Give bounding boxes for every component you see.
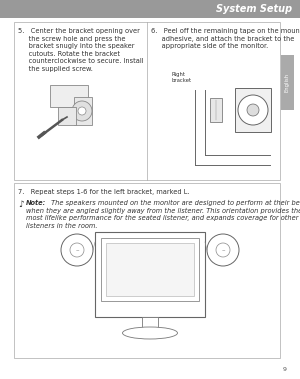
Text: 7.   Repeat steps 1-6 for the left bracket, marked L.: 7. Repeat steps 1-6 for the left bracket… <box>18 189 190 195</box>
Ellipse shape <box>122 327 178 339</box>
Circle shape <box>216 243 230 257</box>
Bar <box>74 97 92 125</box>
Text: bracket snugly into the speaker: bracket snugly into the speaker <box>18 43 134 49</box>
Text: ♪: ♪ <box>18 200 24 209</box>
Bar <box>14 22 280 180</box>
Text: cutouts. Rotate the bracket: cutouts. Rotate the bracket <box>18 50 120 56</box>
Circle shape <box>61 234 93 266</box>
Text: Right
bracket: Right bracket <box>172 72 192 83</box>
Circle shape <box>78 107 86 115</box>
Bar <box>50 85 88 107</box>
Text: –: – <box>221 247 225 253</box>
Text: –: – <box>75 247 79 253</box>
Text: System Setup: System Setup <box>216 4 292 14</box>
Circle shape <box>238 95 268 125</box>
Bar <box>101 238 199 301</box>
Circle shape <box>70 243 84 257</box>
Text: when they are angled slightly away from the listener. This orientation provides : when they are angled slightly away from … <box>26 207 300 214</box>
Bar <box>142 317 158 329</box>
Circle shape <box>72 101 92 121</box>
Bar <box>0 0 300 18</box>
Text: the screw hole and press the: the screw hole and press the <box>18 36 125 41</box>
Bar <box>106 243 194 296</box>
Text: Note:: Note: <box>26 200 46 206</box>
Text: 9: 9 <box>283 367 287 372</box>
Text: counterclockwise to secure. Install: counterclockwise to secure. Install <box>18 58 144 64</box>
Text: adhesive, and attach the bracket to the: adhesive, and attach the bracket to the <box>151 36 294 41</box>
Bar <box>14 183 280 358</box>
Bar <box>235 88 271 132</box>
Text: The speakers mounted on the monitor are designed to perform at their best: The speakers mounted on the monitor are … <box>49 200 300 206</box>
Text: English: English <box>285 73 290 92</box>
Text: listeners in the room.: listeners in the room. <box>26 222 98 229</box>
Text: 6.   Peel off the remaining tape on the mounting: 6. Peel off the remaining tape on the mo… <box>151 28 300 34</box>
Circle shape <box>247 104 259 116</box>
Bar <box>95 232 205 317</box>
Text: 5.   Center the bracket opening over: 5. Center the bracket opening over <box>18 28 140 34</box>
Bar <box>210 98 222 122</box>
Circle shape <box>207 234 239 266</box>
Text: appropriate side of the monitor.: appropriate side of the monitor. <box>151 43 268 49</box>
Bar <box>58 107 76 125</box>
Text: the supplied screw.: the supplied screw. <box>18 66 93 72</box>
Bar <box>281 55 294 110</box>
Text: most lifelike performance for the seated listener, and expands coverage for othe: most lifelike performance for the seated… <box>26 215 299 221</box>
